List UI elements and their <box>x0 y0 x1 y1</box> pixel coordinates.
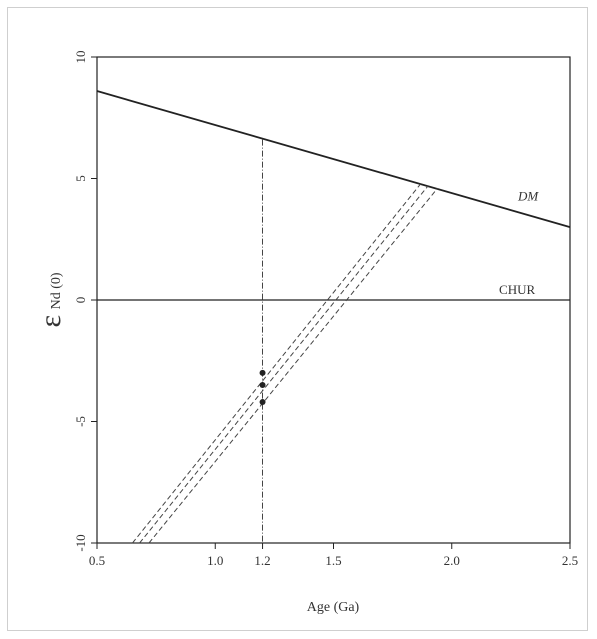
dashed-line-5 <box>148 187 438 544</box>
sample-point <box>259 382 266 389</box>
y-tick-label: -5 <box>73 416 88 427</box>
dm-line <box>96 90 571 228</box>
y-tick-label: -10 <box>73 534 88 551</box>
x-tick-label: 1.5 <box>325 553 341 568</box>
dashed-line-4 <box>139 185 429 544</box>
y-axis-title: ε Nd (0) <box>34 272 67 327</box>
x-tick-label: 1.0 <box>207 553 223 568</box>
x-tick-label: 0.5 <box>89 553 105 568</box>
x-tick-label: 2.5 <box>562 553 578 568</box>
x-tick-label: 1.2 <box>254 553 270 568</box>
chur-label: CHUR <box>499 282 535 297</box>
chart-frame <box>7 7 588 631</box>
x-axis-title: Age (Ga) <box>307 600 360 615</box>
y-tick-label: 0 <box>73 297 88 304</box>
y-tick-label: 10 <box>73 51 88 64</box>
y-axis-subscript: Nd (0) <box>49 272 64 309</box>
dashed-line-3 <box>132 183 422 544</box>
y-axis-symbol: ε <box>34 315 67 328</box>
sample-point <box>259 399 266 406</box>
sample-point <box>259 369 266 376</box>
x-tick-label: 2.0 <box>444 553 460 568</box>
dm-label: DM <box>517 188 539 203</box>
y-tick-label: 5 <box>73 175 88 182</box>
